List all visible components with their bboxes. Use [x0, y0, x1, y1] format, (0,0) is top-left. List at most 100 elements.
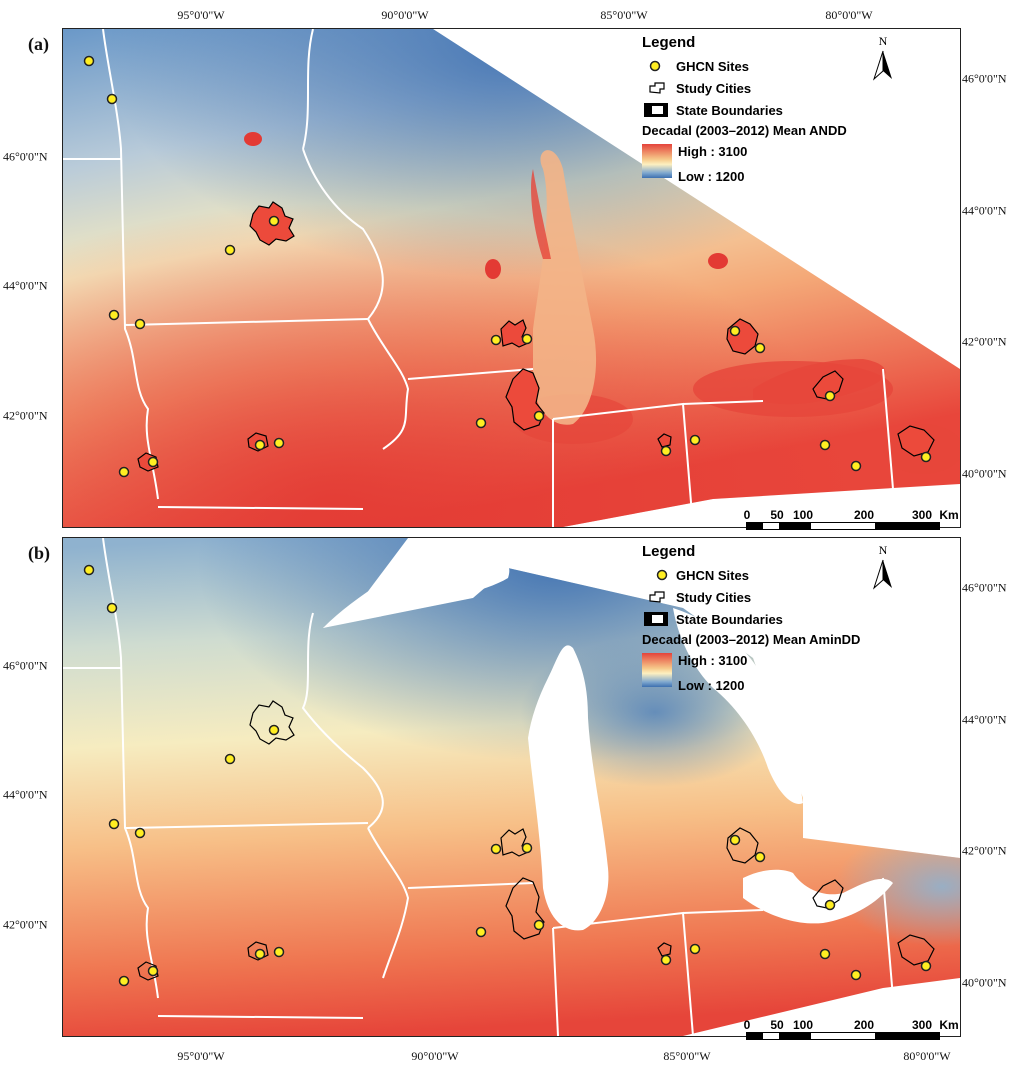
ghcn-site — [254, 948, 266, 960]
ghcn-site — [729, 325, 741, 337]
north-arrow-b: N — [872, 543, 894, 595]
lake-michigan-b — [528, 645, 609, 931]
lat-tick-46-left-a: 46°0'0"N — [3, 149, 48, 164]
ghcn-site — [850, 460, 862, 472]
ghcn-sites-b — [83, 564, 932, 987]
ghcn-site — [134, 318, 146, 330]
legend-states-label: State Boundaries — [676, 102, 783, 118]
lat-tick-44-right-a: 44°0'0"N — [962, 203, 1007, 218]
map-panel-a — [62, 28, 961, 528]
north-label: N — [878, 543, 888, 557]
lon-tick-80-bottom-b: 80°0'0"W — [903, 1049, 951, 1063]
ghcn-site — [268, 215, 280, 227]
ghcn-site — [819, 439, 831, 451]
ghcn-site — [689, 943, 701, 955]
legend-sites-label: GHCN Sites — [676, 58, 749, 74]
ghcn-site — [118, 466, 130, 478]
lat-tick-46-left-b: 46°0'0"N — [3, 658, 48, 673]
color-ramp — [642, 653, 672, 687]
lat-tick-40-right-b: 40°0'0"N — [962, 975, 1007, 990]
ghcn-site-legend-icon — [642, 58, 672, 74]
scale-tick: 50 — [770, 1018, 784, 1032]
legend-sites-label: GHCN Sites — [676, 567, 749, 583]
study-city-legend-icon — [642, 589, 672, 605]
ghcn-site — [106, 602, 118, 614]
lat-tick-40-right-a: 40°0'0"N — [962, 466, 1007, 481]
color-ramp — [642, 144, 672, 178]
ghcn-site — [533, 410, 545, 422]
lat-tick-42-left-a: 42°0'0"N — [3, 408, 48, 423]
ghcn-site — [920, 960, 932, 972]
ghcn-site — [824, 390, 836, 402]
scale-bar-a: 0 50 100 200 300 Km — [742, 508, 962, 530]
legend-cities-label: Study Cities — [676, 80, 752, 96]
ghcn-site — [83, 55, 95, 67]
scale-tick: 100 — [792, 1018, 814, 1032]
variable-title: Decadal (2003–2012) Mean AminDD — [642, 632, 861, 647]
legend-cities-label: Study Cities — [676, 589, 752, 605]
ghcn-site — [273, 437, 285, 449]
ramp-high-label: High : 3100 — [678, 653, 748, 668]
lon-tick-90-bottom-b: 90°0'0"W — [411, 1049, 459, 1063]
ghcn-site — [147, 965, 159, 977]
lake-michigan-a — [533, 150, 597, 425]
scale-unit: Km — [939, 508, 959, 522]
variable-title: Decadal (2003–2012) Mean ANDD — [642, 123, 847, 138]
lat-tick-44-right-b: 44°0'0"N — [962, 712, 1007, 727]
lat-tick-46-right-b: 46°0'0"N — [962, 580, 1007, 595]
north-label: N — [878, 34, 888, 48]
panel-b-label: (b) — [28, 543, 50, 563]
ghcn-site — [475, 926, 487, 938]
scale-tick: 0 — [743, 508, 751, 522]
ghcn-site — [660, 445, 672, 457]
lon-tick-95-top-a: 95°0'0"W — [177, 8, 225, 22]
scale-tick: 300 — [911, 508, 933, 522]
lake-huron-b — [673, 608, 803, 804]
legend-a: Legend GHCN Sites Study Cities State Bou… — [642, 34, 847, 184]
ghcn-site — [819, 948, 831, 960]
north-arrow-icon — [872, 50, 892, 81]
legend-title: Legend — [642, 34, 696, 51]
ramp-low-label: Low : 1200 — [678, 678, 745, 693]
ghcn-site — [268, 724, 280, 736]
ghcn-site — [147, 456, 159, 468]
north-arrow-icon — [872, 559, 892, 590]
ghcn-site — [533, 919, 545, 931]
ghcn-site — [521, 842, 533, 854]
north-arrow-a: N — [872, 34, 894, 86]
legend-states-label: State Boundaries — [676, 611, 783, 627]
panel-a-label: (a) — [28, 34, 49, 54]
ghcn-site — [224, 753, 236, 765]
scale-tick: 300 — [911, 1018, 933, 1032]
map-panel-b — [62, 537, 961, 1037]
ghcn-site — [108, 818, 120, 830]
ghcn-site — [134, 827, 146, 839]
ghcn-site — [83, 564, 95, 576]
ghcn-site — [850, 969, 862, 981]
ghcn-site — [521, 333, 533, 345]
lat-tick-44-left-a: 44°0'0"N — [3, 278, 48, 293]
study-cities-a — [137, 201, 935, 472]
lon-tick-95-bottom-b: 95°0'0"W — [177, 1049, 225, 1063]
ghcn-site — [920, 451, 932, 463]
ghcn-site — [254, 439, 266, 451]
scale-tick: 100 — [792, 508, 814, 522]
ghcn-site — [729, 834, 741, 846]
scale-tick: 200 — [853, 1018, 875, 1032]
lon-tick-85-bottom-b: 85°0'0"W — [663, 1049, 711, 1063]
scale-tick: 0 — [743, 1018, 751, 1032]
state-boundaries-b — [63, 538, 894, 1036]
state-boundaries-a — [63, 29, 894, 527]
ghcn-site — [824, 899, 836, 911]
lake-superior-b — [323, 538, 510, 628]
legend-b: Legend GHCN Sites Study Cities State Bou… — [642, 543, 860, 693]
ghcn-site — [108, 309, 120, 321]
ghcn-site-legend-icon — [642, 567, 672, 583]
lat-tick-46-right-a: 46°0'0"N — [962, 71, 1007, 86]
lake-erie-b — [743, 869, 893, 924]
ghcn-site — [490, 843, 502, 855]
ghcn-sites-a — [83, 55, 932, 478]
ghcn-site — [475, 417, 487, 429]
ghcn-site — [224, 244, 236, 256]
ghcn-site — [118, 975, 130, 987]
